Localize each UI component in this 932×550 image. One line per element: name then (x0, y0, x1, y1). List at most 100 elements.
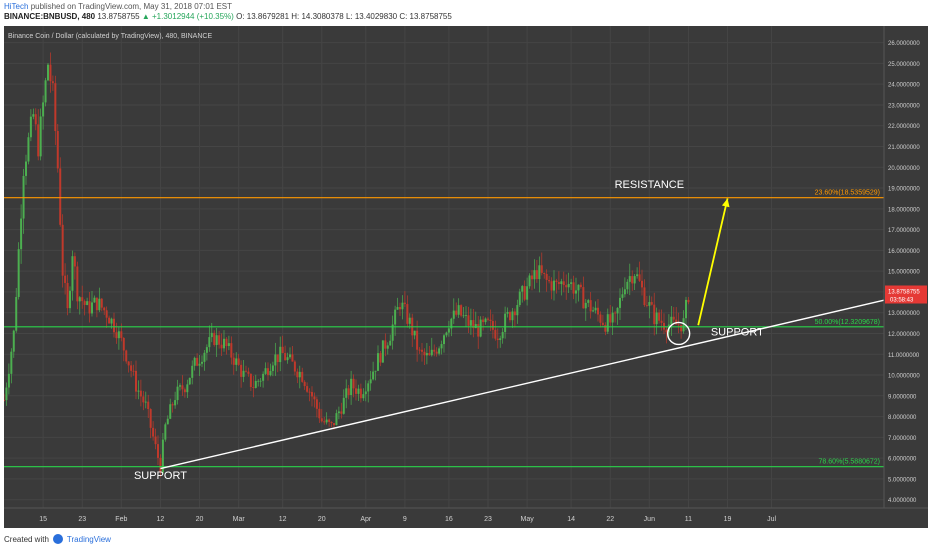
candle-body (164, 424, 167, 440)
candle-body (201, 361, 203, 364)
candle-body (594, 307, 597, 311)
candle-body (269, 371, 272, 376)
candle-body (34, 114, 37, 125)
candle-body (636, 274, 639, 277)
chart-annotation: SUPPORT (134, 470, 187, 482)
candle-body (435, 351, 438, 354)
candle-body (98, 298, 101, 311)
price-tick-label: 4.0000000 (888, 498, 917, 504)
candle-body (127, 361, 130, 366)
candle-body (39, 116, 42, 157)
time-tick-label: Jul (767, 516, 776, 523)
candle-body (5, 387, 8, 401)
price-tick-label: 18.0000000 (888, 207, 920, 213)
candle-body (213, 332, 216, 345)
candle-body (78, 297, 81, 302)
candle-body (609, 314, 612, 323)
candle-body (413, 330, 416, 336)
candle-body (32, 114, 35, 117)
candle-body (582, 287, 585, 309)
candle-body (633, 276, 636, 284)
candle-body (401, 302, 404, 310)
candle-body (93, 297, 96, 303)
candle-body (565, 285, 568, 288)
candle-body (369, 379, 372, 384)
candle-body (208, 337, 211, 348)
candle-body (474, 324, 477, 329)
candle-body (313, 396, 316, 400)
candle-body (279, 346, 282, 363)
time-tick-label: May (520, 516, 534, 523)
price-tick-label: 21.0000000 (888, 145, 920, 151)
candle-body (267, 368, 269, 376)
time-tick-label: 14 (567, 516, 575, 523)
candle-body (362, 394, 365, 399)
price-tick-label: 26.0000000 (888, 41, 920, 47)
candle-body (548, 279, 551, 282)
candle-body (281, 346, 284, 354)
candle-body (406, 304, 409, 324)
price-tick-label: 25.0000000 (888, 62, 920, 68)
candle-body (161, 439, 164, 473)
candle-body (205, 347, 208, 353)
candle-body (611, 312, 614, 323)
candle-body (335, 413, 338, 426)
candle-body (658, 312, 661, 321)
candle-body (513, 311, 516, 316)
candle-body (604, 324, 607, 332)
time-tick-label: 20 (318, 516, 326, 523)
price-tick-label: 17.0000000 (888, 228, 920, 234)
candle-body (599, 314, 602, 323)
candle-body (73, 256, 76, 267)
candle-body (396, 307, 399, 310)
candle-body (117, 331, 120, 339)
candle-body (621, 294, 624, 298)
chart-annotation: RESISTANCE (615, 179, 684, 191)
candle-body (587, 300, 590, 303)
candle-body (526, 286, 529, 300)
tradingview-link[interactable]: TradingView (66, 534, 111, 544)
candle-body (553, 280, 555, 291)
candle-body (677, 324, 680, 326)
candle-body (293, 361, 296, 372)
candle-body (130, 365, 133, 371)
candle-body (100, 298, 103, 308)
candle-body (562, 281, 565, 286)
candle-body (252, 387, 255, 388)
chart-area[interactable]: Binance Coin / Dollar (calculated by Tra… (4, 26, 928, 528)
candle-body (626, 281, 629, 290)
candle-body (374, 370, 377, 372)
candle-body (64, 275, 67, 283)
candle-body (506, 312, 509, 314)
price-chart[interactable]: Binance Coin / Dollar (calculated by Tra… (4, 26, 928, 528)
candle-body (296, 371, 299, 378)
candle-body (51, 81, 54, 84)
candle-body (523, 286, 526, 300)
candle-body (550, 281, 553, 291)
candle-body (179, 385, 181, 387)
current-price-label: 13.8758755 (888, 290, 920, 296)
candle-body (306, 386, 309, 392)
candle-body (301, 371, 304, 382)
candle-body (665, 329, 668, 333)
candle-body (389, 340, 392, 346)
candle-body (271, 365, 274, 372)
created-with-text: Created with (4, 534, 49, 544)
candle-body (144, 401, 147, 403)
candle-body (259, 380, 262, 382)
candle-body (37, 124, 40, 157)
candle-body (113, 318, 115, 333)
candle-body (95, 297, 98, 311)
candle-body (357, 388, 360, 394)
author-link[interactable]: HiTech (4, 2, 29, 11)
candle-body (619, 297, 621, 308)
candle-body (487, 318, 489, 320)
candle-body (653, 304, 656, 325)
time-tick-label: Feb (115, 516, 127, 523)
candle-body (452, 310, 455, 319)
price-tick-label: 9.0000000 (888, 394, 917, 400)
candle-body (183, 389, 186, 393)
candle-body (169, 404, 172, 419)
candle-body (235, 358, 238, 365)
candle-body (232, 357, 235, 365)
